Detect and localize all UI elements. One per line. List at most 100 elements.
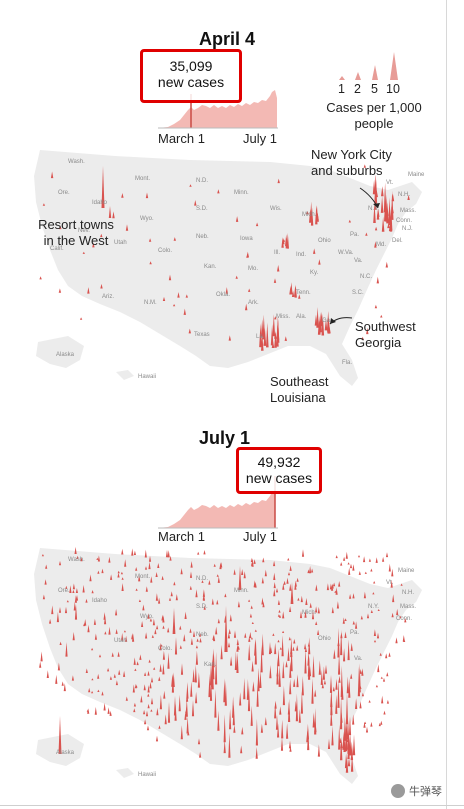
spike-mark	[245, 303, 248, 311]
legend-spike-2	[355, 72, 361, 80]
spike-mark	[167, 627, 170, 633]
spike-mark	[260, 644, 263, 673]
spike-mark	[282, 611, 285, 619]
spike-mark	[289, 565, 292, 571]
state-label: Fla.	[342, 360, 352, 366]
spike-mark	[389, 216, 393, 232]
spike-mark	[159, 694, 162, 710]
spike-mark	[224, 593, 227, 598]
spike-mark	[338, 653, 341, 675]
spike-mark	[264, 569, 267, 577]
state-label: Texas	[194, 332, 210, 338]
legend-caption: Cases per 1,000 people	[326, 100, 422, 131]
spike-mark	[346, 676, 349, 694]
spike-mark	[39, 276, 42, 280]
state-label: Utah	[114, 240, 127, 246]
spike-mark	[300, 691, 303, 714]
watermark: 牛弹琴	[391, 783, 442, 799]
spike-mark	[107, 667, 110, 672]
state-label: Md.	[376, 242, 386, 248]
spike-mark	[213, 635, 216, 642]
spike-mark	[364, 721, 367, 724]
bottom-divider	[0, 805, 464, 806]
spike-mark	[55, 674, 58, 684]
spike-mark	[352, 622, 355, 625]
spike-mark	[179, 645, 182, 649]
spike-mark	[138, 573, 141, 582]
spike-mark	[314, 314, 318, 326]
spike-mark	[392, 594, 395, 603]
spike-mark	[158, 725, 161, 729]
spike-mark	[65, 585, 68, 589]
spike-mark	[145, 586, 148, 592]
spike-mark	[314, 708, 317, 735]
spike-mark	[360, 615, 363, 620]
state-label: Ohio	[318, 636, 331, 642]
spike-mark	[372, 179, 376, 195]
spike-mark	[386, 699, 389, 704]
spike-mark	[385, 261, 388, 268]
spike-mark	[228, 628, 231, 634]
spike-mark	[326, 311, 330, 331]
spike-mark	[391, 206, 394, 214]
spike-mark	[347, 732, 351, 754]
spike-mark	[381, 216, 385, 232]
spike-mark	[387, 223, 390, 229]
spike-mark	[229, 709, 232, 730]
spike-mark	[317, 744, 320, 757]
spike-mark	[329, 583, 332, 590]
spike-mark	[135, 567, 138, 571]
spike-mark	[275, 588, 279, 593]
spike-mark	[214, 689, 217, 718]
spike-mark	[86, 709, 89, 712]
spike-mark	[293, 638, 296, 644]
wechat-icon	[391, 784, 405, 798]
spike-mark	[167, 701, 171, 723]
spike-mark	[378, 722, 381, 727]
spike-mark	[306, 723, 309, 740]
spike-mark	[123, 630, 126, 633]
spike-mark	[385, 653, 388, 659]
spike-mark	[145, 192, 149, 199]
spike-mark	[154, 628, 157, 635]
spike-mark	[199, 751, 202, 758]
spike-mark	[315, 621, 318, 625]
spike-mark	[190, 681, 193, 697]
spike-mark	[208, 673, 211, 698]
spike-mark	[125, 696, 128, 701]
spike-mark	[215, 626, 218, 635]
spike-mark	[118, 669, 121, 675]
spike-mark	[243, 571, 246, 579]
spike-mark	[314, 689, 317, 697]
case-count-box-april: 35,099 new cases	[140, 49, 242, 103]
spike-mark	[101, 166, 105, 208]
spike-mark	[186, 682, 189, 699]
spike-mark	[250, 605, 253, 609]
spike-mark	[227, 642, 231, 648]
state-label: N.H.	[398, 192, 410, 198]
spike-mark	[344, 618, 347, 621]
spike-mark	[104, 616, 107, 625]
spike-mark	[123, 670, 126, 677]
state-label: S.D.	[196, 604, 208, 610]
spike-mark	[296, 577, 299, 582]
spike-mark	[149, 261, 152, 265]
spike-mark	[391, 568, 394, 577]
spike-mark	[339, 737, 342, 743]
spike-mark	[304, 643, 307, 650]
spike-mark	[344, 753, 348, 769]
arrow-nyc-head	[373, 203, 380, 208]
spike-mark	[259, 679, 262, 688]
spike-mark	[125, 635, 128, 642]
state-label: Mo.	[248, 266, 258, 272]
spike-mark	[345, 551, 348, 559]
spike-mark	[311, 568, 314, 573]
spike-mark	[345, 732, 348, 750]
spike-mark	[282, 661, 285, 679]
annotation-resort-towns: Resort towns in the West	[38, 217, 114, 248]
spike-mark	[184, 710, 187, 720]
spike-mark	[358, 571, 361, 575]
spike-mark	[195, 650, 198, 665]
spike-mark	[143, 684, 146, 691]
watermark-text: 牛弹琴	[409, 786, 442, 798]
